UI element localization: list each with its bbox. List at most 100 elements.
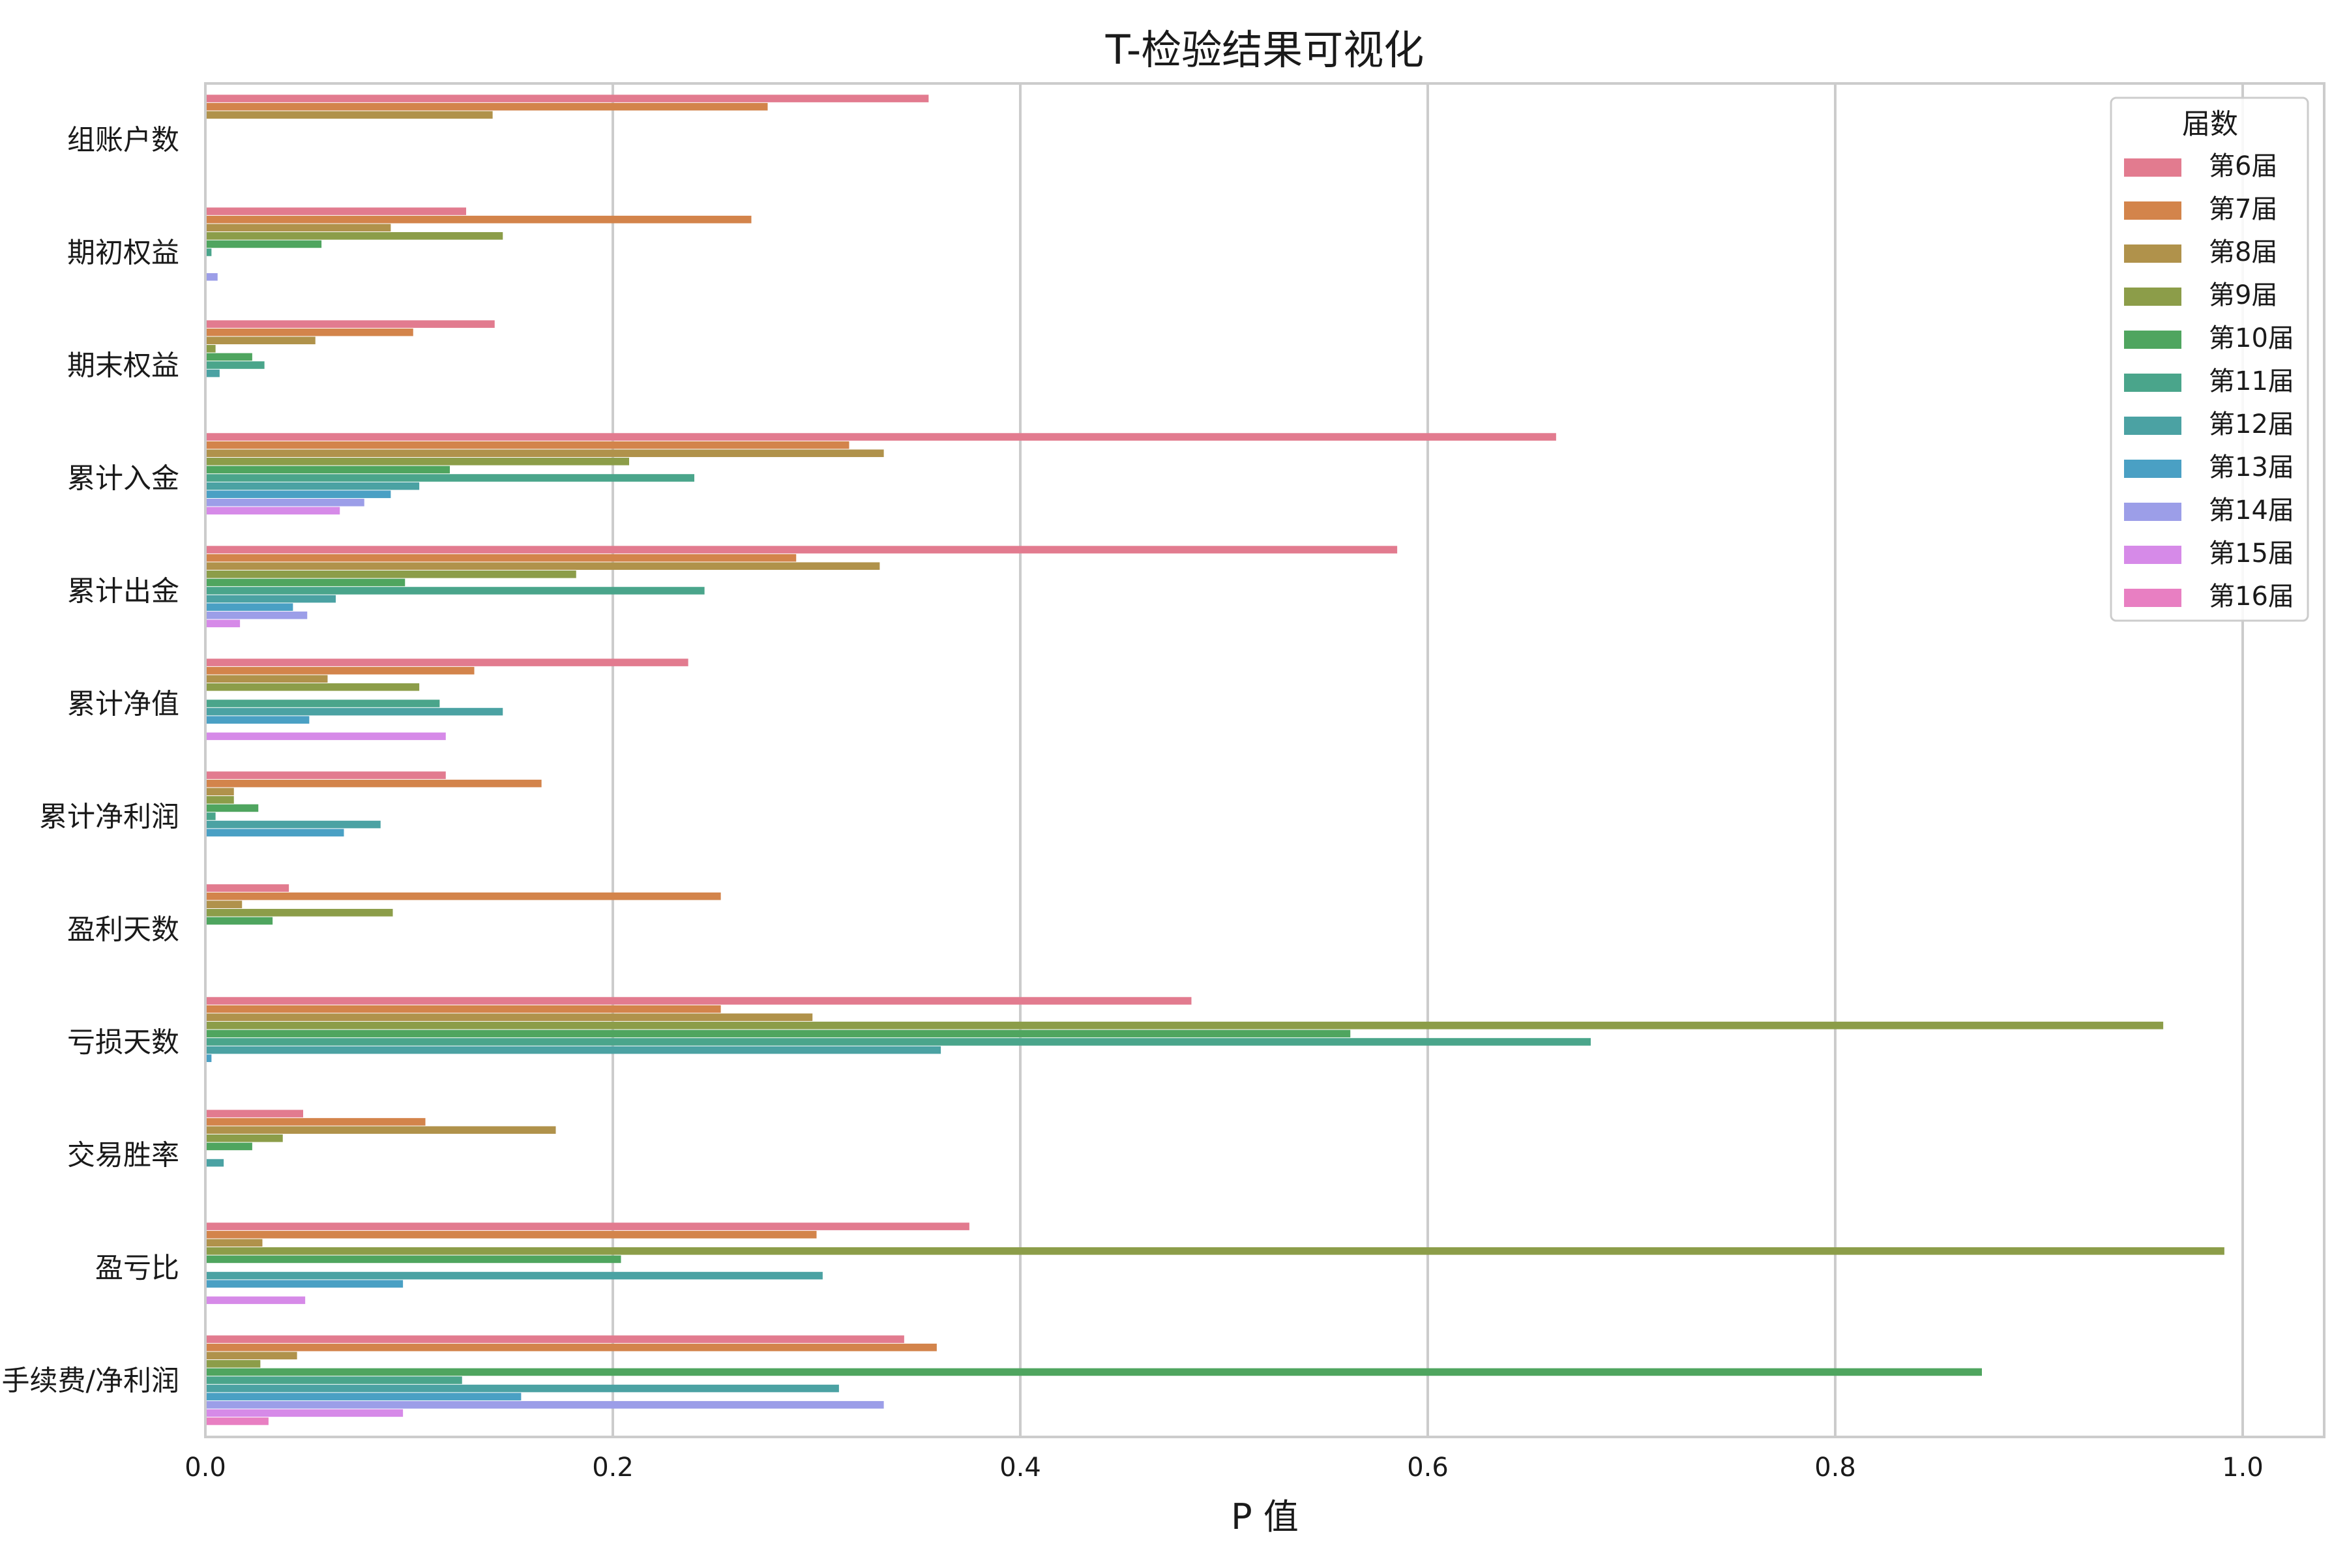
legend-entry: 第16届 xyxy=(2209,582,2294,612)
bar xyxy=(205,603,293,611)
x-tick-label: 0.8 xyxy=(1814,1453,1856,1483)
legend-entry: 第6届 xyxy=(2209,151,2277,181)
bars xyxy=(205,95,2224,1425)
bar xyxy=(205,804,259,812)
bar xyxy=(205,215,752,224)
bar xyxy=(205,884,289,892)
bar xyxy=(205,474,694,482)
legend-swatch xyxy=(2124,546,2181,564)
bar xyxy=(205,240,322,248)
bar xyxy=(205,273,218,281)
grid-lines xyxy=(612,83,2244,1437)
bar xyxy=(205,95,929,102)
bar xyxy=(205,1110,303,1117)
bar xyxy=(205,1271,823,1280)
bar xyxy=(205,796,234,804)
bar xyxy=(205,369,220,377)
bar xyxy=(205,771,446,779)
bar xyxy=(205,1230,817,1239)
bar xyxy=(205,1126,556,1134)
bar xyxy=(205,498,364,507)
chart-title: T-检验结果可视化 xyxy=(1105,26,1424,74)
bar xyxy=(205,441,849,449)
legend-entry: 第13届 xyxy=(2209,452,2294,482)
bar xyxy=(205,707,503,716)
y-tick-label: 组账户数 xyxy=(67,125,179,157)
bar xyxy=(205,1029,1351,1038)
legend-swatch xyxy=(2124,503,2181,521)
legend-swatch xyxy=(2124,288,2181,306)
bar xyxy=(205,788,234,796)
y-tick-label: 期初权益 xyxy=(67,237,179,270)
bar xyxy=(205,320,495,328)
bar xyxy=(205,458,629,466)
bar xyxy=(205,779,542,788)
bar xyxy=(205,562,880,570)
bar xyxy=(205,353,252,361)
bar xyxy=(205,1296,306,1305)
bar xyxy=(205,570,576,578)
bar xyxy=(205,1352,297,1360)
bar xyxy=(205,1013,813,1022)
legend-swatch xyxy=(2124,158,2181,177)
bar xyxy=(205,1239,263,1247)
bar xyxy=(205,1400,884,1409)
bar xyxy=(205,619,241,628)
bar xyxy=(205,111,493,119)
y-tick-label: 期末权益 xyxy=(67,350,179,383)
bar xyxy=(205,1159,224,1167)
bar xyxy=(205,207,466,215)
x-tick-label: 0.2 xyxy=(592,1453,634,1483)
bar xyxy=(205,666,475,675)
bar xyxy=(205,1134,283,1142)
bar xyxy=(205,1005,721,1013)
bar xyxy=(205,482,420,490)
bar xyxy=(205,1384,839,1393)
bar xyxy=(205,1255,621,1264)
legend-swatch xyxy=(2124,589,2181,607)
legend-swatch xyxy=(2124,460,2181,478)
y-tick-label: 交易胜率 xyxy=(67,1140,179,1172)
bar xyxy=(205,909,393,917)
bar xyxy=(205,345,216,353)
y-tick-labels: 组账户数期初权益期末权益累计入金累计出金累计净值累计净利润盈利天数亏损天数交易胜… xyxy=(2,125,180,1398)
bar xyxy=(205,892,721,900)
bar xyxy=(205,433,1556,441)
x-tick-label: 0.4 xyxy=(999,1453,1041,1483)
legend-entry: 第10届 xyxy=(2209,323,2294,353)
bar xyxy=(205,716,310,724)
y-tick-label: 累计净利润 xyxy=(39,801,179,834)
bar xyxy=(205,232,503,240)
bar xyxy=(205,578,406,587)
bar xyxy=(205,732,446,741)
bar xyxy=(205,328,413,336)
legend-swatch xyxy=(2124,201,2181,220)
bar xyxy=(205,224,391,232)
bar xyxy=(205,1222,969,1230)
legend-swatch xyxy=(2124,331,2181,349)
bar xyxy=(205,490,391,498)
y-tick-label: 盈亏比 xyxy=(95,1252,179,1285)
bar xyxy=(205,1409,404,1417)
legend-entry: 第15届 xyxy=(2209,539,2294,569)
bar xyxy=(205,700,440,707)
legend-entry: 第12届 xyxy=(2209,409,2294,439)
bar xyxy=(205,1368,1982,1376)
legend-entry: 第14届 xyxy=(2209,496,2294,525)
legend: 届数 第6届第7届第8届第9届第10届第11届第12届第13届第14届第15届第… xyxy=(2110,96,2309,622)
bar xyxy=(205,1038,1591,1046)
bar xyxy=(205,102,768,111)
bar xyxy=(205,361,265,369)
bar xyxy=(205,829,344,836)
bar xyxy=(205,658,688,666)
y-tick-label: 累计出金 xyxy=(67,576,179,608)
y-tick-label: 手续费/净利润 xyxy=(2,1365,180,1398)
y-tick-label: 累计净值 xyxy=(67,688,179,721)
bar xyxy=(205,1360,261,1368)
bar xyxy=(205,1046,941,1054)
bar xyxy=(205,1117,426,1126)
bar xyxy=(205,554,797,562)
legend-swatch xyxy=(2124,374,2181,392)
